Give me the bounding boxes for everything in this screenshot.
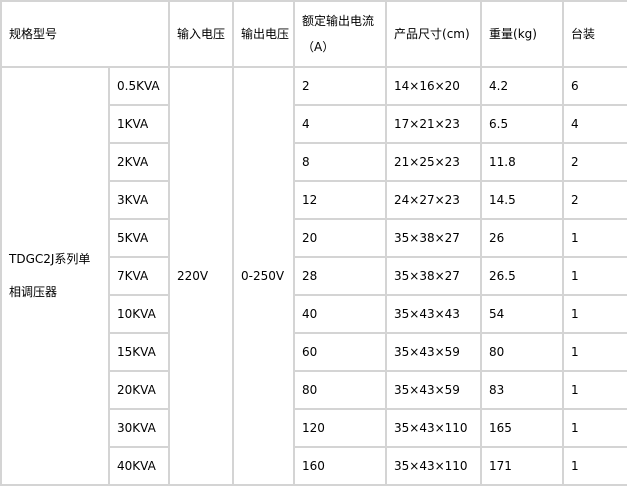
cell-weight: 80 (480, 332, 565, 372)
header-rated-current-line1: 额定输出电流 (302, 13, 375, 28)
cell-spec: 7KVA (107, 256, 171, 296)
cell-weight: 171 (480, 446, 565, 486)
cell-rated-current: 4 (293, 104, 388, 144)
cell-units: 1 (562, 332, 627, 372)
table-row: 5KVA 20 35×38×27 26 1 (1, 218, 627, 258)
cell-rated-current: 160 (293, 446, 388, 486)
header-units: 台装 (562, 0, 627, 68)
cell-weight: 26.5 (480, 256, 565, 296)
table-row: 3KVA 12 24×27×23 14.5 2 (1, 180, 627, 220)
cell-rated-current: 40 (293, 294, 388, 334)
cell-units: 1 (562, 446, 627, 486)
cell-weight: 26 (480, 218, 565, 258)
cell-units: 2 (562, 142, 627, 182)
cell-units: 1 (562, 256, 627, 296)
cell-units: 1 (562, 370, 627, 410)
table-row: 10KVA 40 35×43×43 54 1 (1, 294, 627, 334)
cell-spec: 40KVA (107, 446, 171, 486)
cell-units: 4 (562, 104, 627, 144)
cell-spec: 3KVA (107, 180, 171, 220)
cell-spec: 10KVA (107, 294, 171, 334)
table-row: 20KVA 80 35×43×59 83 1 (1, 370, 627, 410)
cell-units: 6 (562, 66, 627, 106)
cell-weight: 11.8 (480, 142, 565, 182)
cell-weight: 6.5 (480, 104, 565, 144)
cell-input-voltage: 220V (168, 66, 235, 486)
cell-weight: 54 (480, 294, 565, 334)
header-output-voltage: 输出电压 (232, 0, 296, 68)
cell-weight: 83 (480, 370, 565, 410)
cell-spec: 2KVA (107, 142, 171, 182)
cell-dimensions: 24×27×23 (385, 180, 483, 220)
header-dimensions: 产品尺寸(cm) (385, 0, 483, 68)
cell-dimensions: 21×25×23 (385, 142, 483, 182)
table-row: 40KVA 160 35×43×110 171 1 (1, 446, 627, 486)
cell-rated-current: 8 (293, 142, 388, 182)
cell-dimensions: 35×43×59 (385, 370, 483, 410)
cell-spec: 5KVA (107, 218, 171, 258)
cell-dimensions: 35×43×110 (385, 408, 483, 448)
cell-rated-current: 12 (293, 180, 388, 220)
cell-rated-current: 60 (293, 332, 388, 372)
header-row: 规格型号 输入电压 输出电压 额定输出电流 （A） 产品尺寸(cm) 重量(kg… (0, 0, 627, 68)
cell-dimensions: 35×43×110 (385, 446, 483, 486)
table-row: 1KVA 4 17×21×23 6.5 4 (1, 104, 627, 144)
cell-spec: 0.5KVA (107, 66, 171, 106)
cell-rated-current: 80 (293, 370, 388, 410)
table-row: 2KVA 8 21×25×23 11.8 2 (1, 142, 627, 182)
cell-dimensions: 35×43×59 (385, 332, 483, 372)
cell-units: 2 (562, 180, 627, 220)
table-row: 30KVA 120 35×43×110 165 1 (1, 408, 627, 448)
cell-spec: 20KVA (107, 370, 171, 410)
cell-units: 1 (562, 408, 627, 448)
header-weight: 重量(kg) (480, 0, 565, 68)
cell-rated-current: 20 (293, 218, 388, 258)
cell-spec: 30KVA (107, 408, 171, 448)
header-rated-current: 额定输出电流 （A） (293, 0, 388, 68)
table-row: 7KVA 28 35×38×27 26.5 1 (1, 256, 627, 296)
header-input-voltage: 输入电压 (168, 0, 235, 68)
cell-spec: 1KVA (107, 104, 171, 144)
cell-dimensions: 14×16×20 (385, 66, 483, 106)
cell-dimensions: 17×21×23 (385, 104, 483, 144)
cell-weight: 165 (480, 408, 565, 448)
cell-output-voltage: 0-250V (232, 66, 296, 486)
header-spec: 规格型号 (0, 0, 171, 68)
cell-weight: 14.5 (480, 180, 565, 220)
table-row: TDGC2J系列单相调压器 0.5KVA 220V 0-250V 2 14×16… (0, 66, 627, 486)
cell-dimensions: 35×43×43 (385, 294, 483, 334)
cell-dimensions: 35×38×27 (385, 218, 483, 258)
cell-model-series: TDGC2J系列单相调压器 (0, 66, 110, 486)
header-rated-current-line2: （A） (302, 40, 335, 54)
cell-rated-current: 120 (293, 408, 388, 448)
cell-dimensions: 35×38×27 (385, 256, 483, 296)
cell-spec: 15KVA (107, 332, 171, 372)
cell-weight: 4.2 (480, 66, 565, 106)
cell-rated-current: 2 (293, 66, 388, 106)
cell-units: 1 (562, 294, 627, 334)
cell-units: 1 (562, 218, 627, 258)
cell-rated-current: 28 (293, 256, 388, 296)
table-row: 15KVA 60 35×43×59 80 1 (1, 332, 627, 372)
